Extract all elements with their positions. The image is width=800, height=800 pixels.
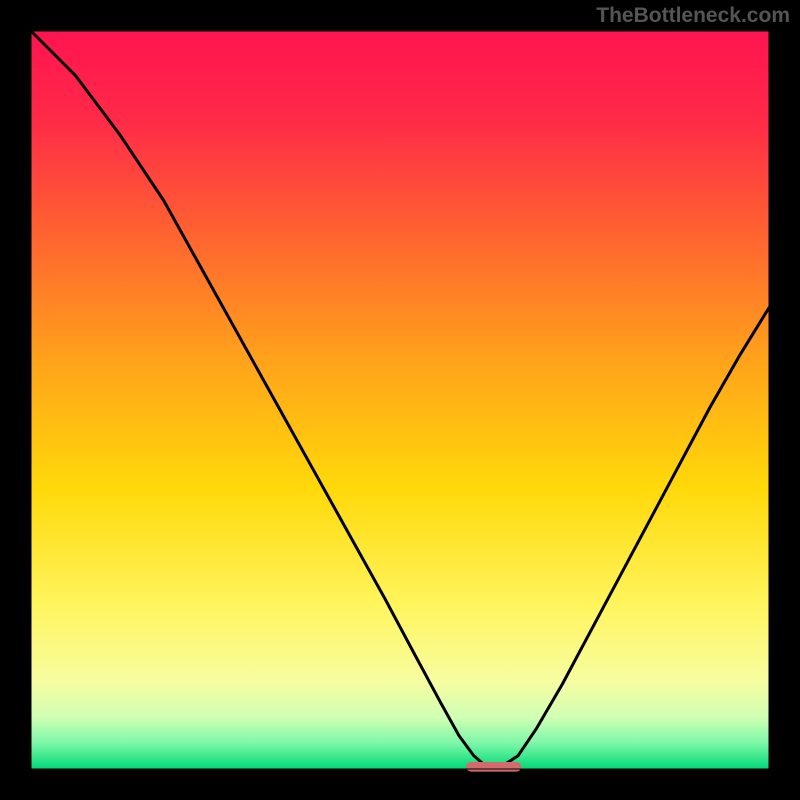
plot-background <box>31 31 769 769</box>
optimal-marker <box>466 762 521 772</box>
bottleneck-chart <box>0 0 800 800</box>
watermark-text: TheBottleneck.com <box>596 4 790 28</box>
chart-container: TheBottleneck.com <box>0 0 800 800</box>
